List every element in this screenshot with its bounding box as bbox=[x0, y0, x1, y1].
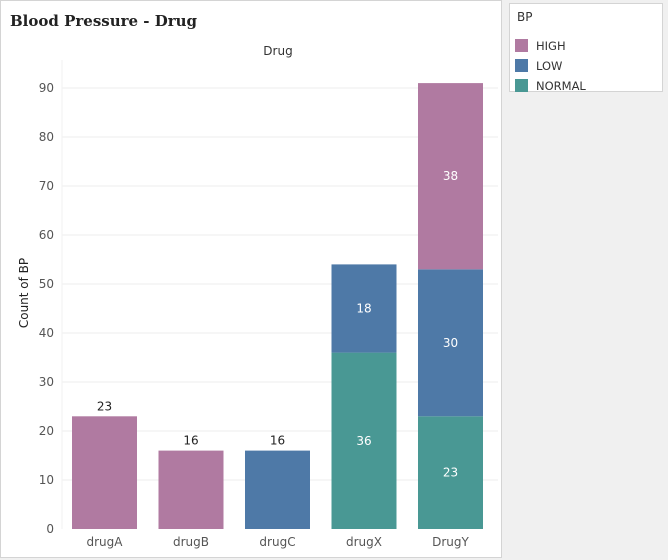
y-axis-title: Count of BP bbox=[17, 258, 31, 328]
y-tick-label: 40 bbox=[39, 326, 54, 340]
legend-swatch-normal bbox=[515, 79, 528, 92]
y-tick-label: 60 bbox=[39, 228, 54, 242]
bar-chart: Drug Count of BP 0 10 20 30 40 50 60 70 80 90 23 1… bbox=[17, 44, 498, 549]
y-axis-ticks: 0 10 20 30 40 50 60 70 80 90 bbox=[39, 81, 54, 536]
x-tick-label: drugB bbox=[173, 535, 209, 549]
column-header: Drug bbox=[263, 44, 292, 58]
bar-drugy-normal[interactable] bbox=[418, 416, 483, 529]
x-tick-label: drugX bbox=[346, 535, 382, 549]
bars bbox=[72, 83, 483, 529]
legend-swatch-low bbox=[515, 59, 528, 72]
legend-item-low[interactable]: LOW bbox=[514, 58, 660, 74]
bar-drugy-high[interactable] bbox=[418, 83, 483, 270]
y-tick-label: 70 bbox=[39, 179, 54, 193]
bar-drugb-high[interactable] bbox=[158, 450, 224, 529]
x-tick-label: drugA bbox=[87, 535, 124, 549]
data-label: 23 bbox=[97, 399, 112, 413]
data-label: 36 bbox=[356, 434, 371, 448]
y-tick-label: 90 bbox=[39, 81, 54, 95]
bar-drugx-normal[interactable] bbox=[331, 352, 397, 529]
y-tick-label: 30 bbox=[39, 375, 54, 389]
y-tick-label: 10 bbox=[39, 473, 54, 487]
data-label: 23 bbox=[443, 466, 458, 480]
bar-drugc-low[interactable] bbox=[245, 450, 310, 529]
legend: BP HIGH LOW NORMAL bbox=[509, 3, 663, 94]
legend-item-high[interactable]: HIGH bbox=[514, 38, 660, 54]
data-label: 16 bbox=[183, 434, 198, 448]
data-label: 30 bbox=[443, 336, 458, 350]
x-axis-ticks: drugA drugB drugC drugX DrugY bbox=[87, 535, 470, 549]
legend-label-high: HIGH bbox=[536, 39, 566, 53]
chart-title: Blood Pressure - Drug bbox=[10, 12, 198, 30]
data-label: 16 bbox=[270, 434, 285, 448]
y-tick-label: 80 bbox=[39, 130, 54, 144]
y-tick-label: 0 bbox=[46, 522, 54, 536]
data-label: 18 bbox=[356, 302, 371, 316]
data-labels: 23 16 16 36 18 23 30 38 bbox=[97, 169, 458, 479]
legend-item-normal[interactable]: NORMAL bbox=[514, 78, 660, 94]
x-tick-label: DrugY bbox=[432, 535, 469, 549]
bar-drugy-low[interactable] bbox=[418, 269, 483, 417]
legend-label-normal: NORMAL bbox=[536, 79, 586, 93]
y-tick-label: 50 bbox=[39, 277, 54, 291]
bar-drugx-low[interactable] bbox=[331, 264, 397, 353]
y-tick-label: 20 bbox=[39, 424, 54, 438]
legend-swatch-high bbox=[515, 39, 528, 52]
legend-label-low: LOW bbox=[536, 59, 563, 73]
legend-title[interactable]: BP bbox=[517, 10, 533, 24]
bar-druga-high[interactable] bbox=[72, 416, 137, 529]
data-label: 38 bbox=[443, 169, 458, 183]
x-tick-label: drugC bbox=[259, 535, 295, 549]
